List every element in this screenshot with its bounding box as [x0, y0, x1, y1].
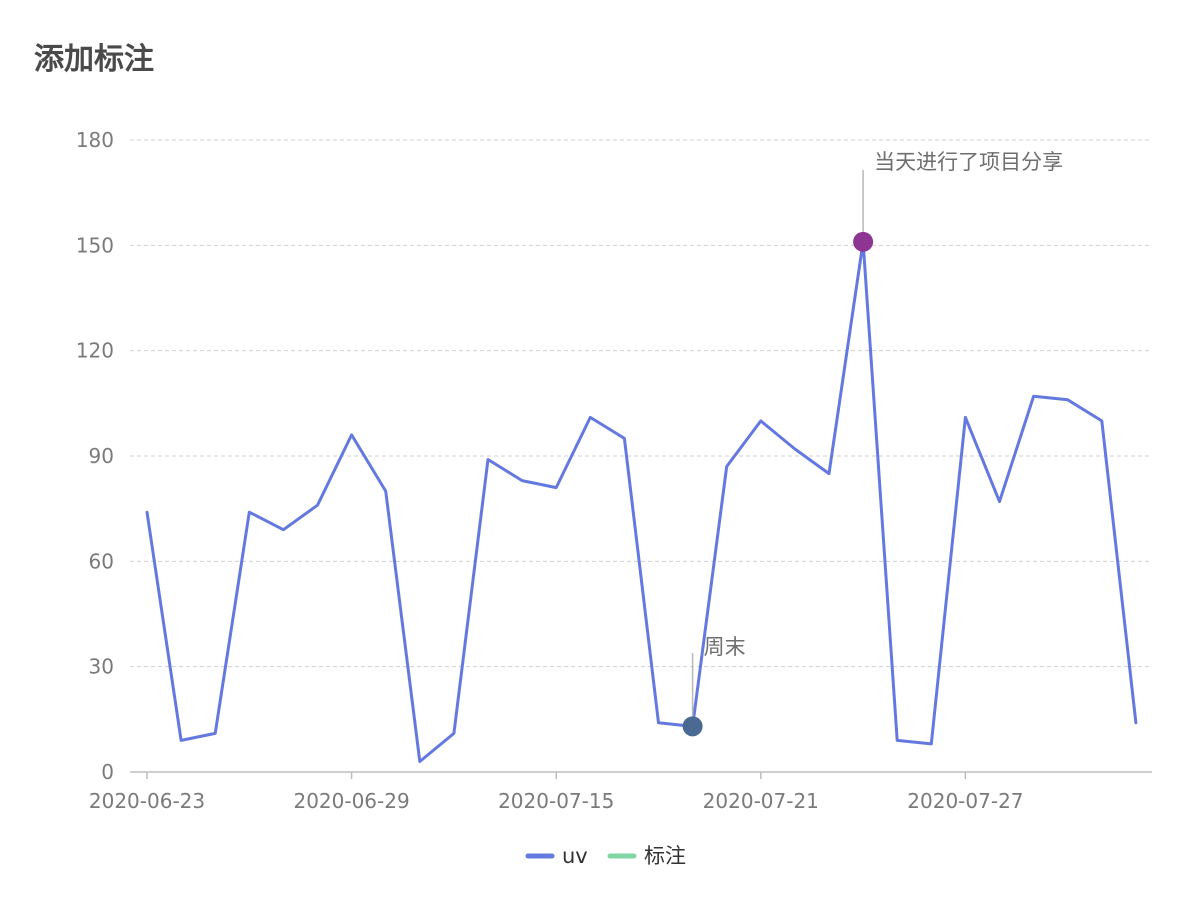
y-tick-label: 0 — [101, 760, 114, 784]
legend-label: uv — [562, 844, 588, 868]
y-tick-label: 120 — [76, 339, 114, 363]
x-tick-label: 2020-06-23 — [89, 789, 205, 813]
annotation-point — [853, 231, 874, 252]
y-tick-label: 60 — [89, 549, 114, 573]
series-line-uv — [145, 240, 1138, 763]
y-tick-label: 180 — [76, 128, 114, 152]
annotation-label: 周末 — [704, 635, 746, 659]
series-layer — [145, 240, 1138, 763]
x-tick-label: 2020-07-15 — [498, 789, 614, 813]
y-tick-label: 90 — [89, 444, 114, 468]
legend: uv 标注 — [525, 844, 686, 868]
axes: 0 30 60 90 120 150 180 2020-06-23 2020-06-29 2020… — [76, 128, 1152, 813]
x-tick-label: 2020-06-29 — [293, 789, 409, 813]
legend-label: 标注 — [644, 844, 686, 868]
annotation-point — [682, 716, 703, 737]
y-tick-label: 150 — [76, 233, 114, 257]
y-tick-label: 30 — [89, 655, 114, 679]
legend-item-1: 标注 — [607, 844, 686, 868]
x-tick-label: 2020-07-21 — [703, 789, 819, 813]
annotations: 周末 当天进行了项目分享 — [682, 150, 1063, 737]
grid-lines — [130, 139, 1152, 668]
x-tick-label: 2020-07-27 — [907, 789, 1023, 813]
legend-item-0: uv — [525, 844, 588, 868]
page-title: 添加标注 — [34, 42, 154, 77]
annotation-label: 当天进行了项目分享 — [874, 150, 1063, 174]
